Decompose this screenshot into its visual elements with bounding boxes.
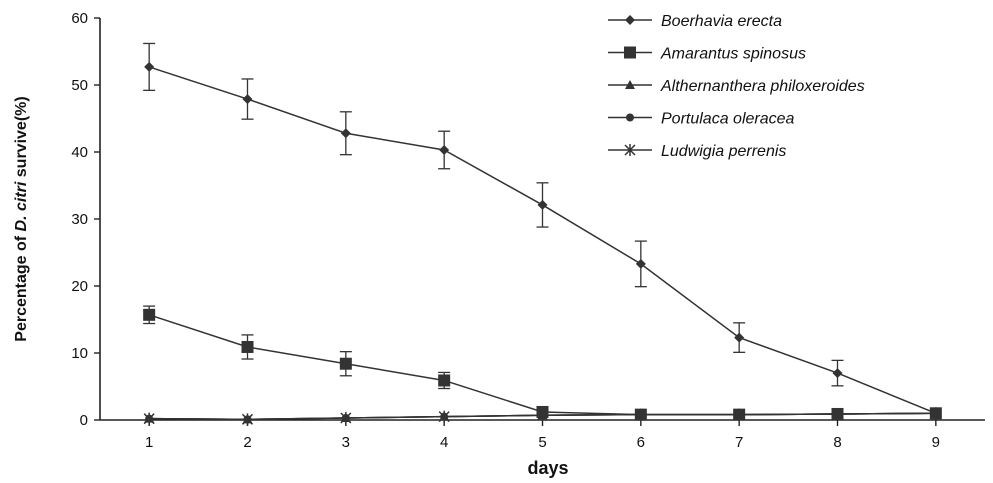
x-tick-label: 8 — [833, 434, 841, 451]
y-axis-title-part-1: Percentage of — [13, 231, 30, 341]
y-tick-label: 40 — [71, 144, 88, 161]
data-point-marker — [143, 308, 156, 321]
x-tick-label: 2 — [243, 434, 251, 451]
y-tick-label: 50 — [71, 77, 88, 94]
data-point-marker — [340, 412, 351, 422]
legend-marker — [624, 144, 636, 156]
y-axis-title-part-3: survive(%) — [13, 96, 30, 181]
data-point-marker — [536, 405, 549, 418]
data-point-marker — [930, 408, 941, 419]
series-layer — [143, 42, 942, 426]
y-tick-label: 60 — [71, 10, 88, 27]
legend-label: Althernanthera philoxeroides — [660, 78, 865, 95]
legend-label: Ludwigia perrenis — [661, 143, 786, 160]
legend-marker — [624, 46, 636, 59]
y-tick-label: 20 — [71, 278, 88, 295]
y-ticks: 0 10 20 30 40 50 60 — [71, 10, 100, 429]
legend-item-amarantus-spinosus: Amarantus spinosus — [608, 46, 806, 63]
data-point-marker — [831, 407, 844, 420]
data-point-marker — [635, 258, 646, 269]
y-tick-label: 10 — [71, 345, 88, 362]
series-line-amarantus-spinosus — [148, 314, 936, 416]
legend-label: Boerhavia erecta — [661, 13, 782, 30]
data-point-marker — [734, 332, 745, 343]
data-point-marker — [634, 408, 647, 421]
legend-item-portulaca-oleracea: Portulaca oleracea — [608, 111, 795, 128]
x-tick-label: 5 — [538, 434, 546, 451]
x-tick-label: 3 — [342, 434, 350, 451]
data-point-marker — [144, 61, 155, 72]
data-point-marker — [733, 408, 746, 421]
legend-item-ludwigia-perrenis: Ludwigia perrenis — [608, 143, 786, 160]
x-ticks: 1 2 3 4 5 6 7 8 9 — [145, 420, 940, 451]
data-point-marker — [832, 368, 843, 379]
data-point-marker — [242, 414, 253, 424]
y-tick-label: 0 — [80, 412, 88, 429]
legend-marker — [625, 15, 635, 25]
y-tick-label: 30 — [71, 211, 88, 228]
x-tick-label: 9 — [932, 434, 940, 451]
legend-label: Amarantus spinosus — [660, 46, 806, 63]
data-point-marker — [241, 340, 254, 353]
legend: Boerhavia erecta Amarantus spinosus Alther… — [608, 13, 865, 160]
legend-label: Portulaca oleracea — [661, 111, 795, 128]
series-amarantus-spinosus — [143, 305, 942, 421]
legend-marker — [625, 80, 635, 89]
data-point-marker — [439, 144, 450, 155]
data-point-marker — [339, 357, 352, 370]
data-point-marker — [340, 128, 351, 139]
data-point-marker — [537, 199, 548, 210]
legend-marker — [626, 113, 634, 122]
y-axis-title-part-2: D. citri — [13, 181, 30, 231]
data-point-marker — [242, 94, 253, 105]
series-boerhavia-erecta — [143, 42, 941, 419]
data-point-marker — [144, 413, 155, 423]
legend-item-boerhavia-erecta: Boerhavia erecta — [608, 13, 782, 30]
data-point-marker — [439, 411, 450, 421]
y-axis-title: Percentage of D. citri survive(%) — [13, 96, 30, 341]
legend-item-althernanthera-philoxeroides: Althernanthera philoxeroides — [608, 78, 865, 95]
x-tick-label: 7 — [735, 434, 743, 451]
x-tick-label: 4 — [440, 434, 448, 451]
x-tick-label: 6 — [637, 434, 645, 451]
x-axis-title: days — [527, 458, 568, 478]
x-tick-label: 1 — [145, 434, 153, 451]
series-line-boerhavia-erecta — [148, 66, 937, 414]
data-point-marker — [438, 374, 451, 387]
